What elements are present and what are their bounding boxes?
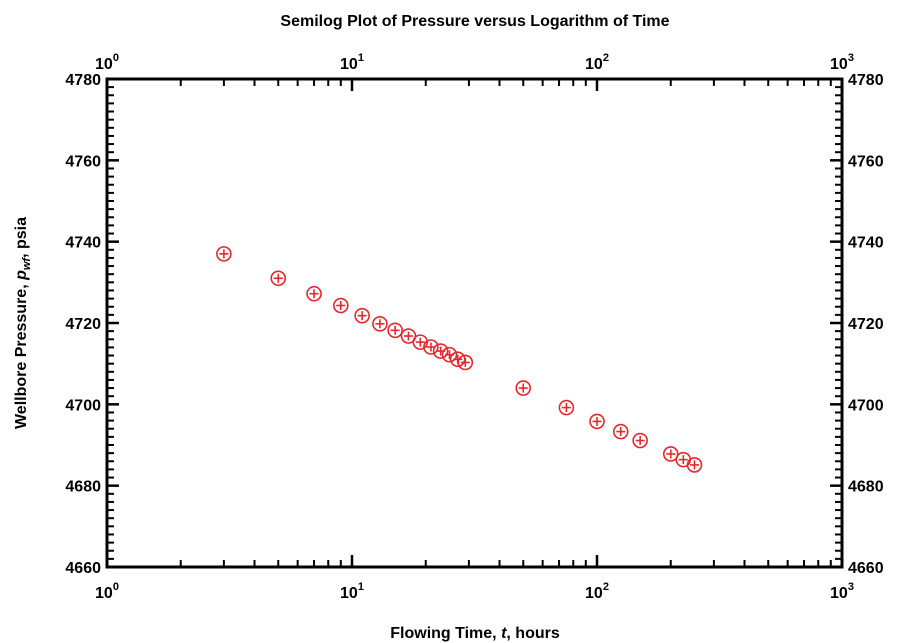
- y-tick-label-right: 4780: [848, 72, 884, 89]
- data-point: [306, 285, 322, 302]
- data-point: [632, 432, 648, 449]
- y-tick-label-left: 4700: [65, 397, 101, 414]
- y-tick-label-right: 4680: [848, 479, 884, 496]
- data-point: [515, 380, 532, 396]
- y-tick-label-right: 4700: [848, 397, 884, 414]
- data-point: [332, 297, 349, 314]
- data-point: [686, 457, 703, 473]
- y-tick-label-left: 4720: [65, 316, 101, 333]
- axis-ticks: [105, 77, 844, 569]
- data-point: [612, 423, 629, 440]
- x-tick-label-top: 101: [340, 52, 364, 73]
- x-tick-label-bottom: 102: [585, 581, 609, 602]
- x-tick-label-top: 102: [585, 52, 609, 73]
- y-axis-label: Wellbore Pressure, pwf, psia: [13, 217, 33, 429]
- chart-title: Semilog Plot of Pressure versus Logarith…: [280, 13, 669, 30]
- x-tick-label-bottom: 103: [830, 581, 854, 602]
- y-tick-label-left: 4780: [65, 72, 101, 89]
- x-tick-label-bottom: 100: [95, 581, 119, 602]
- data-point: [423, 339, 439, 355]
- data-points: [216, 246, 703, 473]
- x-tick-label-top: 100: [95, 52, 119, 73]
- y-tick-label-right: 4660: [848, 560, 884, 577]
- x-axis-label: Flowing Time, t, hours: [390, 625, 560, 642]
- y-tick-label-right: 4760: [848, 153, 884, 170]
- data-point: [589, 413, 605, 430]
- data-point: [270, 270, 287, 287]
- y-tick-label-left: 4740: [65, 235, 101, 252]
- data-point: [216, 246, 232, 262]
- data-point: [558, 399, 575, 416]
- data-point: [372, 316, 388, 332]
- x-tick-label-bottom: 101: [340, 581, 364, 602]
- y-tick-label-left: 4680: [65, 479, 101, 496]
- data-point: [387, 322, 403, 339]
- data-point: [457, 354, 474, 371]
- plot-frame: [105, 77, 844, 569]
- y-tick-label-left: 4760: [65, 153, 101, 170]
- x-tick-label-top: 103: [830, 52, 854, 73]
- tick-labels: 100 100 101 101 102 102 103 103 4660 4660 4680 4680…: [65, 52, 883, 602]
- data-point: [662, 446, 679, 462]
- y-tick-label-right: 4740: [848, 235, 884, 252]
- data-point: [354, 307, 370, 324]
- y-tick-label-left: 4660: [65, 560, 101, 577]
- y-tick-label-right: 4720: [848, 316, 884, 333]
- data-point: [412, 334, 429, 350]
